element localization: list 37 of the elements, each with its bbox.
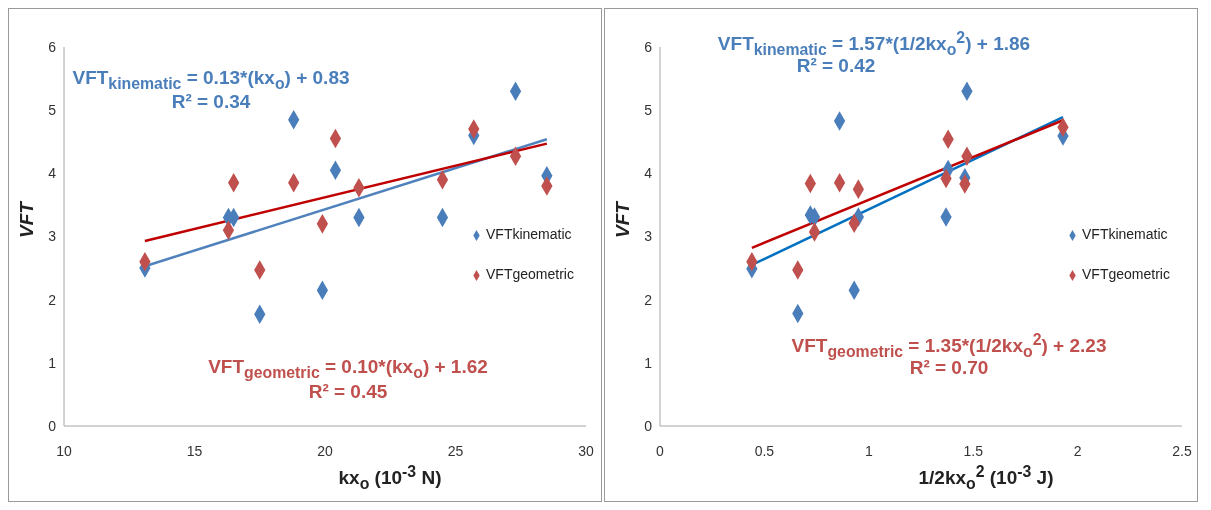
x-tick-label: 10 — [56, 442, 72, 459]
y-tick-label: 2 — [48, 291, 57, 308]
x-tick-label: 2 — [1073, 442, 1082, 459]
y-tick-label: 0 — [48, 417, 57, 434]
y-tick-label: 3 — [644, 228, 653, 245]
x-tick-label: 25 — [447, 442, 464, 459]
y-tick-label: 5 — [48, 102, 57, 119]
x-tick-label: 1 — [864, 442, 873, 459]
x-tick-label: 1.5 — [963, 442, 984, 459]
x-tick-label: 0 — [656, 442, 665, 459]
y-tick-label: 0 — [644, 417, 653, 434]
x-tick-label: 30 — [578, 442, 594, 459]
y-tick-label: 4 — [48, 165, 57, 182]
annotation: VFT$_{kinematic}$ = 0.13*(kx$_{o}$) + 0.83 — [71, 67, 351, 93]
y-tick-label: 1 — [48, 354, 57, 371]
x-tick-label: 20 — [317, 442, 333, 459]
x-tick-label: 0.5 — [754, 442, 775, 459]
y-tick-label: 6 — [644, 38, 653, 55]
y-tick-label: 3 — [48, 228, 57, 245]
annotation: VFT$_{geometric}$ = 0.10*(kx$_{o}$) + 1.62 — [207, 356, 489, 382]
annotation: R² = 0.45 — [307, 381, 389, 403]
annotation: R² = 0.34 — [171, 91, 251, 112]
y-tick-label: 5 — [644, 102, 653, 119]
y-axis-title: VFT — [16, 200, 38, 240]
legend-label: VFTkinematic — [1082, 226, 1168, 242]
y-tick-label: 6 — [48, 38, 57, 55]
legend-label: VFTgeometric — [486, 266, 574, 282]
legend-label: VFTgeometric — [1082, 266, 1170, 282]
y-tick-label: 4 — [644, 165, 653, 182]
legend-label: VFTkinematic — [486, 226, 572, 242]
y-tick-label: 2 — [644, 291, 653, 308]
y-axis-title: VFT — [612, 200, 634, 240]
x-tick-label: 2.5 — [1172, 442, 1192, 459]
x-axis-title: kx$_{o}$ (10$^{-3}$ N) — [337, 463, 443, 494]
y-tick-label: 1 — [644, 354, 653, 371]
x-axis-title: 1/2kx$_{o}$$^{2}$ (10$^{-3}$ J) — [917, 463, 1055, 494]
x-tick-label: 15 — [186, 442, 203, 459]
